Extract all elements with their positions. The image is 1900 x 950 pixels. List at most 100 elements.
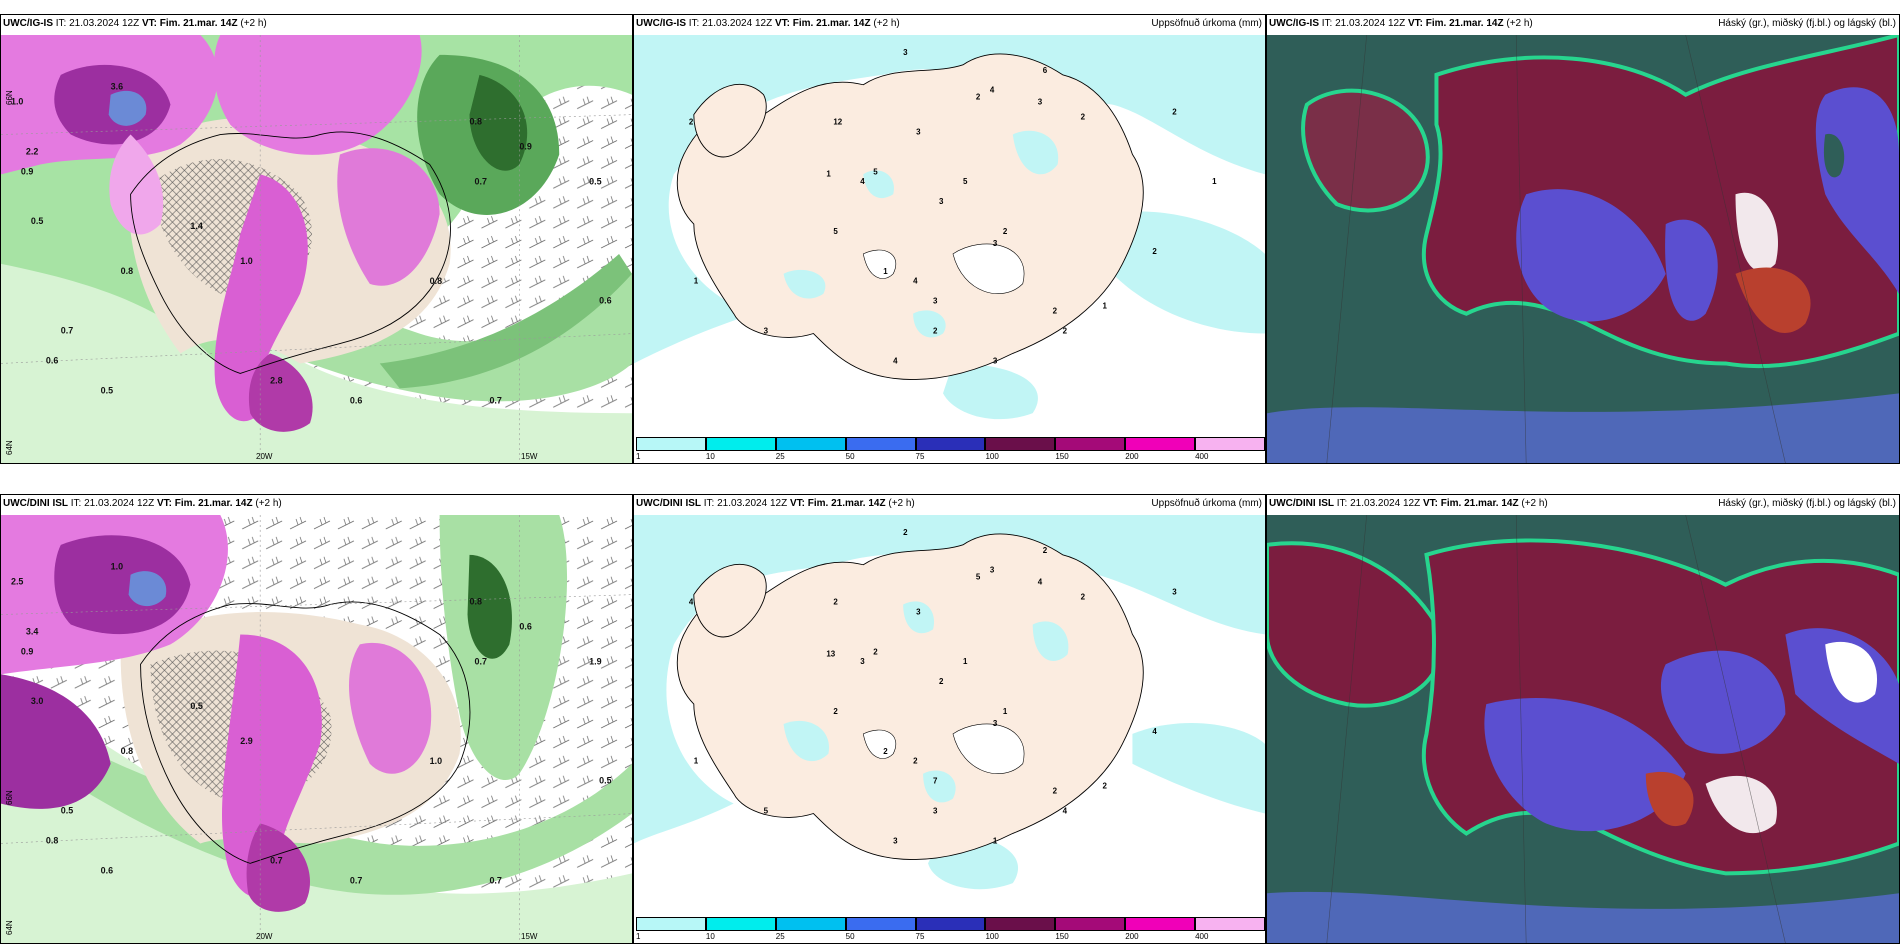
precip-title: Uppsöfnuð úrkoma (mm) <box>1151 18 1262 29</box>
legend-tick: 400 <box>1195 452 1209 461</box>
map-value-label: 2 <box>1003 227 1008 236</box>
cloud-map[interactable] <box>1267 515 1899 943</box>
legend-tick: 50 <box>845 452 855 461</box>
legend-tick: 150 <box>1055 932 1069 941</box>
legend-tick: 50 <box>845 932 855 941</box>
map-value-label: 1.0 <box>11 97 23 107</box>
lon-label-15w: 15W <box>521 932 538 941</box>
legend-swatch <box>1195 437 1265 451</box>
map-value-label: 3 <box>990 566 995 575</box>
map-value-label: 2.8 <box>270 375 282 385</box>
wind-values: 3.6 1.0 2.2 0.9 0.5 0.8 1.4 0.7 0.5 1.0 2.8 0.6 0.8 0… <box>11 82 612 406</box>
map-value-label: 0.6 <box>101 865 113 875</box>
precip-map[interactable]: 3 4 2 6 1 2 3 2 12 3 4 5 5 3 3 2 2 1 4 2 1 3 3 2 4 5 2 1 3 2 1 <box>634 35 1265 435</box>
precip-legend: 1 10 25 50 75 100 150 200 400 <box>634 915 1265 943</box>
map-value-label: 6 <box>1043 66 1048 75</box>
cloud-map-svg <box>1267 35 1899 463</box>
precip-map[interactable]: 2 3 4 2 13 2 3 5 2 4 3 2 1 2 3 4 2 1 2 3 2 5 1 4 3 2 1 2 7 3 <box>634 515 1265 915</box>
legend-tick: 1 <box>636 932 641 941</box>
legend-tick: 150 <box>1055 452 1069 461</box>
panel-precip-top[interactable]: UWC/IG-IS IT: 21.03.2024 12Z VT: Fim. 21… <box>633 14 1266 464</box>
map-value-label: 0.8 <box>470 597 482 607</box>
map-value-label: 3 <box>903 48 908 57</box>
map-value-label: 4 <box>860 177 865 186</box>
panel-wind-top[interactable]: UWC/IG-IS IT: 21.03.2024 12Z VT: Fim. 21… <box>0 14 633 464</box>
map-value-label: 2 <box>1081 593 1086 602</box>
map-value-label: 5 <box>976 573 981 582</box>
map-value-label: 0.9 <box>519 141 531 151</box>
map-value-label: 4 <box>1152 727 1157 736</box>
legend-tick: 10 <box>705 932 715 941</box>
map-value-label: 1 <box>883 267 888 276</box>
legend-tick: 200 <box>1125 452 1139 461</box>
map-value-label: 0.6 <box>350 395 362 405</box>
cloud-title: Háský (gr.), miðský (fj.bl.) og lágský (… <box>1718 498 1896 509</box>
map-value-label: 0.7 <box>270 855 282 865</box>
map-value-label: 3 <box>893 836 898 845</box>
map-value-label: 1.0 <box>430 756 442 766</box>
panel-title: UWC/IG-IS IT: 21.03.2024 12Z VT: Fim. 21… <box>636 18 900 29</box>
map-value-label: 0.7 <box>474 176 486 186</box>
map-value-label: 1 <box>694 277 699 286</box>
panel-cloud-top[interactable]: UWC/IG-IS IT: 21.03.2024 12Z VT: Fim. 21… <box>1266 14 1900 464</box>
map-value-label: 7 <box>933 777 938 786</box>
wind-map[interactable]: 1.0 2.5 3.4 0.9 3.0 0.8 0.5 0.7 0.6 2.9 0.7 0.5 0.8 0… <box>1 515 632 943</box>
map-value-label: 4 <box>913 277 918 286</box>
graticule <box>1 515 632 943</box>
map-value-label: 2.2 <box>26 146 38 156</box>
map-value-label: 3 <box>933 297 938 306</box>
panel-title: UWC/IG-IS IT: 21.03.2024 12Z VT: Fim. 21… <box>1269 18 1533 29</box>
map-value-label: 3 <box>933 807 938 816</box>
graticule <box>1 35 632 463</box>
legend-swatch <box>1055 437 1126 451</box>
map-value-label: 2 <box>833 707 838 716</box>
map-value-label: 2 <box>1043 546 1048 555</box>
panel-title: UWC/DINI ISL IT: 21.03.2024 12Z VT: Fim.… <box>636 498 915 509</box>
iceland-coastline <box>140 601 471 864</box>
map-value-label: 0.7 <box>61 326 73 336</box>
legend-swatch <box>985 437 1056 451</box>
map-value-label: 12 <box>833 118 842 127</box>
map-value-label: 0.5 <box>599 776 611 786</box>
map-value-label: 4 <box>1038 578 1043 587</box>
panel-wind-bottom[interactable]: UWC/DINI ISL IT: 21.03.2024 12Z VT: Fim.… <box>0 494 633 944</box>
map-value-label: 1 <box>1103 302 1108 311</box>
legend-swatch <box>1055 917 1126 931</box>
map-value-label: 0.6 <box>519 621 531 631</box>
map-value-label: 1.9 <box>589 656 601 666</box>
map-value-label: 1 <box>963 657 968 666</box>
map-value-label: 2 <box>1063 327 1068 336</box>
panel-precip-bottom[interactable]: UWC/DINI ISL IT: 21.03.2024 12Z VT: Fim.… <box>633 494 1266 944</box>
map-value-label: 2 <box>1152 247 1157 256</box>
panel-cloud-bottom[interactable]: UWC/DINI ISL IT: 21.03.2024 12Z VT: Fim.… <box>1266 494 1900 944</box>
map-value-label: 1 <box>694 757 699 766</box>
map-value-label: 0.8 <box>430 276 442 286</box>
map-value-label: 13 <box>826 649 835 658</box>
map-value-label: 1 <box>1212 177 1217 186</box>
wind-map-svg: 3.6 1.0 2.2 0.9 0.5 0.8 1.4 0.7 0.5 1.0 2.8 0.6 0.8 0… <box>1 35 632 463</box>
map-value-label: 2 <box>883 747 888 756</box>
legend-swatch <box>845 917 916 931</box>
map-value-label: 5 <box>764 807 769 816</box>
map-value-label: 1 <box>826 169 831 178</box>
map-value-label: 0.7 <box>489 395 501 405</box>
map-value-label: 0.6 <box>46 355 58 365</box>
map-value-label: 2 <box>689 118 694 127</box>
map-value-label: 1 <box>993 836 998 845</box>
cloud-map-svg <box>1267 515 1899 943</box>
map-value-label: 2.9 <box>240 736 252 746</box>
map-value-label: 4 <box>689 598 694 607</box>
map-value-label: 1.0 <box>111 562 123 572</box>
map-value-label: 4 <box>893 356 898 365</box>
cloud-map[interactable] <box>1267 35 1899 463</box>
map-value-label: 0.8 <box>470 117 482 127</box>
wind-map[interactable]: 3.6 1.0 2.2 0.9 0.5 0.8 1.4 0.7 0.5 1.0 2.8 0.6 0.8 0… <box>1 35 632 463</box>
legend-tick: 10 <box>705 452 715 461</box>
map-value-label: 0.7 <box>350 875 362 885</box>
map-value-label: 2 <box>833 598 838 607</box>
legend-swatch <box>775 917 846 931</box>
lat-label-66n: 66N <box>5 90 14 105</box>
legend-tick: 100 <box>985 452 999 461</box>
legend-swatch <box>1125 917 1196 931</box>
